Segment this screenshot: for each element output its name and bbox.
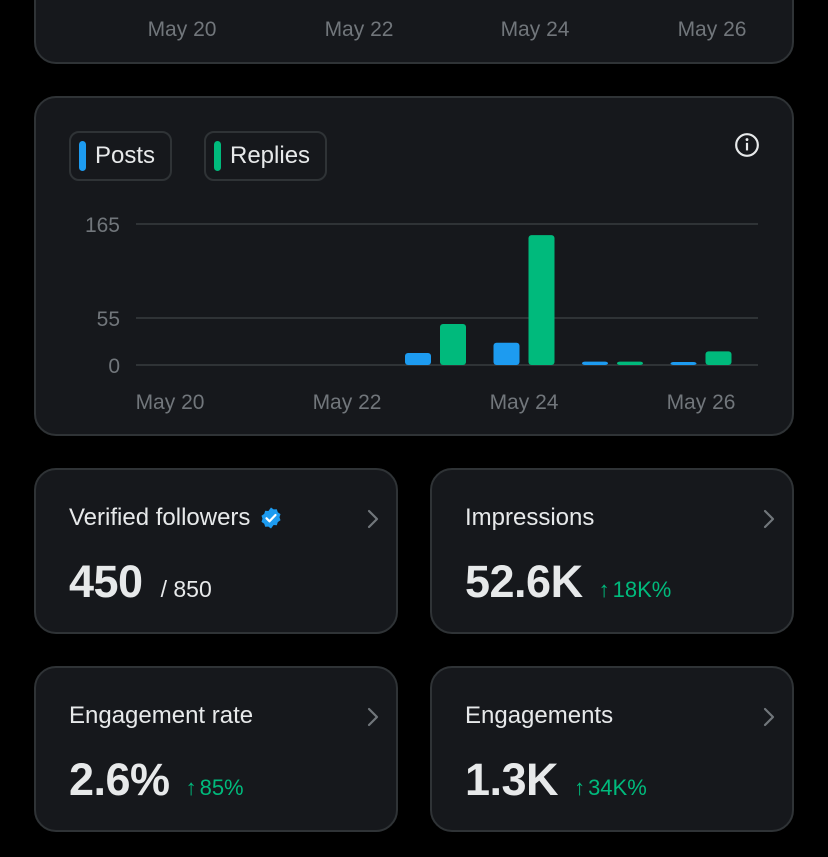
engagement-rate-value: 2.6% [69, 754, 170, 805]
bar-posts-may-25 [582, 361, 608, 365]
top-x-label-may-20: May 20 [147, 18, 217, 41]
replies-swatch [214, 141, 221, 171]
bar-replies-may-25 [617, 361, 643, 365]
engagements-title: Engagements [465, 702, 614, 729]
engagement-rate-change: ↑ 85% [186, 775, 244, 801]
x-label-may-26: May 26 [667, 391, 736, 414]
engagement-rate-title: Engagement rate [69, 702, 254, 729]
info-icon[interactable] [734, 132, 760, 158]
verified-followers-total: / 850 [160, 576, 212, 602]
impressions-change-value: 18K% [612, 577, 672, 602]
top-x-label-may-22: May 22 [324, 18, 394, 41]
impressions-value: 52.6K [465, 556, 583, 607]
chevron-right-icon [367, 707, 379, 727]
top-x-label-may-24: May 24 [500, 18, 570, 41]
bar-posts-may-24 [493, 342, 520, 365]
engagement-rate-change-value: 85% [199, 775, 244, 800]
legend-posts-chip[interactable]: Posts [69, 131, 172, 181]
chevron-right-icon [367, 509, 379, 529]
engagements-change-value: 34K% [588, 775, 647, 800]
verified-badge-icon [261, 507, 281, 529]
chevron-right-icon [763, 707, 775, 727]
bar-replies-may-24 [528, 235, 555, 365]
engagements-change: ↑ 34K% [574, 775, 647, 801]
verified-followers-card[interactable]: Verified followers 450 / 850 [34, 468, 398, 634]
verified-followers-title: Verified followers [69, 504, 251, 531]
arrow-up-icon: ↑ [185, 775, 197, 800]
impressions-card[interactable]: Impressions 52.6K ↑ 18K% [430, 468, 794, 634]
impressions-change: ↑ 18K% [599, 577, 672, 603]
top-x-label-may-26: May 26 [677, 18, 747, 41]
bar-posts-may-23 [405, 353, 431, 365]
y-tick-0: 0 [108, 355, 120, 378]
x-label-may-20: May 20 [136, 391, 205, 414]
posts-swatch [79, 141, 86, 171]
y-tick-55: 55 [97, 308, 120, 331]
engagements-value: 1.3K [465, 754, 559, 805]
legend-replies-chip[interactable]: Replies [204, 131, 327, 181]
arrow-up-icon: ↑ [574, 775, 586, 800]
bar-chart: 165 55 0 May 20 May 22 May 24 May 26 [85, 214, 758, 414]
x-label-may-24: May 24 [490, 391, 559, 414]
x-label-may-22: May 22 [313, 391, 382, 414]
legend-replies-label: Replies [230, 142, 311, 169]
bar-replies-may-23 [440, 323, 466, 365]
arrow-up-icon: ↑ [598, 577, 610, 602]
bar-replies-may-26 [705, 351, 732, 365]
posts-replies-chart-card: Posts Replies 165 55 0 May 20 May 22 May 24 Ma… [34, 96, 794, 436]
bar-posts-may-26 [670, 362, 697, 365]
engagement-rate-card[interactable]: Engagement rate 2.6% ↑ 85% [34, 666, 398, 832]
chevron-right-icon [763, 509, 775, 529]
impressions-title: Impressions [465, 504, 595, 531]
verified-followers-value: 450 [69, 556, 143, 607]
previous-chart-card: May 20 May 22 May 24 May 26 [34, 0, 794, 64]
engagements-card[interactable]: Engagements 1.3K ↑ 34K% [430, 666, 794, 832]
y-tick-165: 165 [85, 214, 120, 237]
legend-posts-label: Posts [95, 142, 156, 169]
